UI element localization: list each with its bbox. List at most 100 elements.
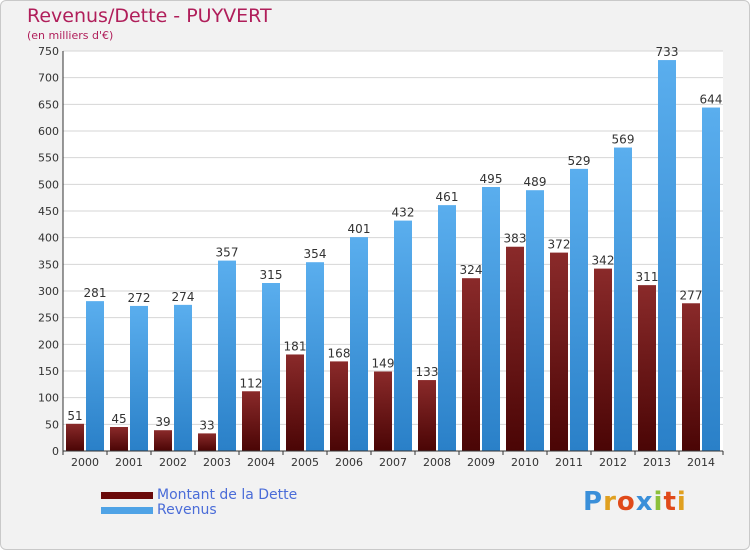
y-tick-label: 0 <box>52 445 59 458</box>
data-label-revenue: 401 <box>348 222 371 236</box>
bar-revenue <box>394 220 412 451</box>
bar-debt <box>374 371 392 451</box>
bar-debt <box>242 391 260 451</box>
bar-debt <box>330 361 348 451</box>
y-tick-label: 500 <box>38 178 59 191</box>
bar-debt <box>110 427 128 451</box>
plot-area <box>63 51 723 451</box>
y-tick-label: 650 <box>38 98 59 111</box>
data-label-debt: 181 <box>284 339 307 353</box>
data-label-debt: 149 <box>372 357 395 371</box>
logo-letter: i <box>676 487 687 517</box>
chart-subtitle: (en milliers d'€) <box>27 29 114 42</box>
data-label-debt: 311 <box>636 270 659 284</box>
data-label-revenue: 733 <box>656 45 679 59</box>
bar-revenue <box>702 107 720 452</box>
legend-swatch-revenue <box>101 506 153 514</box>
data-label-revenue: 461 <box>436 190 459 204</box>
bar-debt <box>506 246 524 451</box>
legend-debt: Montant de la Dette <box>101 487 297 503</box>
logo-letter: x <box>635 487 654 517</box>
y-tick-label: 100 <box>38 392 59 405</box>
data-label-debt: 39 <box>155 415 170 429</box>
y-tick-label: 50 <box>45 418 59 431</box>
x-tick-label: 2007 <box>379 456 407 469</box>
data-label-revenue: 432 <box>392 206 415 220</box>
chart-title: Revenus/Dette - PUYVERT <box>27 5 272 27</box>
x-tick-label: 2000 <box>71 456 99 469</box>
x-tick-label: 2014 <box>687 456 715 469</box>
logo-letter: o <box>616 487 636 517</box>
bar-debt <box>638 285 656 451</box>
data-label-debt: 51 <box>67 409 82 423</box>
x-tick-label: 2010 <box>511 456 539 469</box>
x-tick-label: 2003 <box>203 456 231 469</box>
bar-debt <box>462 278 480 451</box>
data-label-debt: 33 <box>199 418 214 432</box>
data-label-revenue: 281 <box>84 286 107 300</box>
bar-revenue <box>262 283 280 451</box>
x-tick-label: 2006 <box>335 456 363 469</box>
y-tick-label: 350 <box>38 258 59 271</box>
data-label-debt: 324 <box>460 263 483 277</box>
data-label-debt: 112 <box>240 376 263 390</box>
legend-label-revenue: Revenus <box>157 502 217 518</box>
bar-revenue <box>86 301 104 451</box>
bar-revenue <box>614 147 632 452</box>
data-label-revenue: 357 <box>216 246 239 260</box>
logo-letter: i <box>653 487 664 517</box>
data-label-revenue: 315 <box>260 268 283 282</box>
x-tick-label: 2013 <box>643 456 671 469</box>
bar-debt <box>550 252 568 451</box>
data-label-revenue: 529 <box>568 154 591 168</box>
data-label-debt: 372 <box>548 238 571 252</box>
data-label-debt: 133 <box>416 365 439 379</box>
bar-debt <box>66 423 84 451</box>
data-label-debt: 383 <box>504 232 527 246</box>
x-tick-label: 2009 <box>467 456 495 469</box>
legend-revenue: Revenus <box>101 502 217 518</box>
bar-revenue <box>658 60 676 452</box>
bar-revenue <box>218 260 236 451</box>
bar-debt <box>198 433 216 451</box>
x-tick-label: 2001 <box>115 456 143 469</box>
bar-revenue <box>130 305 148 451</box>
data-label-revenue: 644 <box>700 93 723 107</box>
y-tick-label: 150 <box>38 365 59 378</box>
data-label-debt: 342 <box>592 254 615 268</box>
x-tick-label: 2004 <box>247 456 275 469</box>
x-tick-label: 2011 <box>555 456 583 469</box>
y-tick-label: 250 <box>38 312 59 325</box>
data-label-revenue: 495 <box>480 172 503 186</box>
data-label-debt: 277 <box>680 288 703 302</box>
x-tick-label: 2012 <box>599 456 627 469</box>
logo-letter: t <box>663 487 677 517</box>
data-label-revenue: 569 <box>612 133 635 147</box>
bar-debt <box>682 303 700 451</box>
data-label-debt: 45 <box>111 412 126 426</box>
proxiti-logo: Proxiti <box>583 487 687 517</box>
y-tick-label: 450 <box>38 205 59 218</box>
bar-revenue <box>306 262 324 451</box>
bar-revenue <box>350 237 368 451</box>
logo-letter: P <box>583 487 604 517</box>
data-label-revenue: 272 <box>128 291 151 305</box>
bar-revenue <box>438 205 456 451</box>
data-label-debt: 168 <box>328 346 351 360</box>
bar-debt <box>286 354 304 451</box>
x-tick-label: 2002 <box>159 456 187 469</box>
bar-debt <box>154 430 172 451</box>
y-tick-label: 550 <box>38 152 59 165</box>
x-tick-label: 2008 <box>423 456 451 469</box>
y-tick-label: 400 <box>38 232 59 245</box>
x-tick-label: 2005 <box>291 456 319 469</box>
bar-debt <box>418 380 436 451</box>
legend-swatch-debt <box>101 491 153 499</box>
y-tick-label: 700 <box>38 72 59 85</box>
logo-letter: r <box>603 487 617 517</box>
legend-label-debt: Montant de la Dette <box>157 487 298 503</box>
y-tick-label: 750 <box>38 45 59 58</box>
y-tick-label: 600 <box>38 125 59 138</box>
data-label-revenue: 354 <box>304 247 327 261</box>
